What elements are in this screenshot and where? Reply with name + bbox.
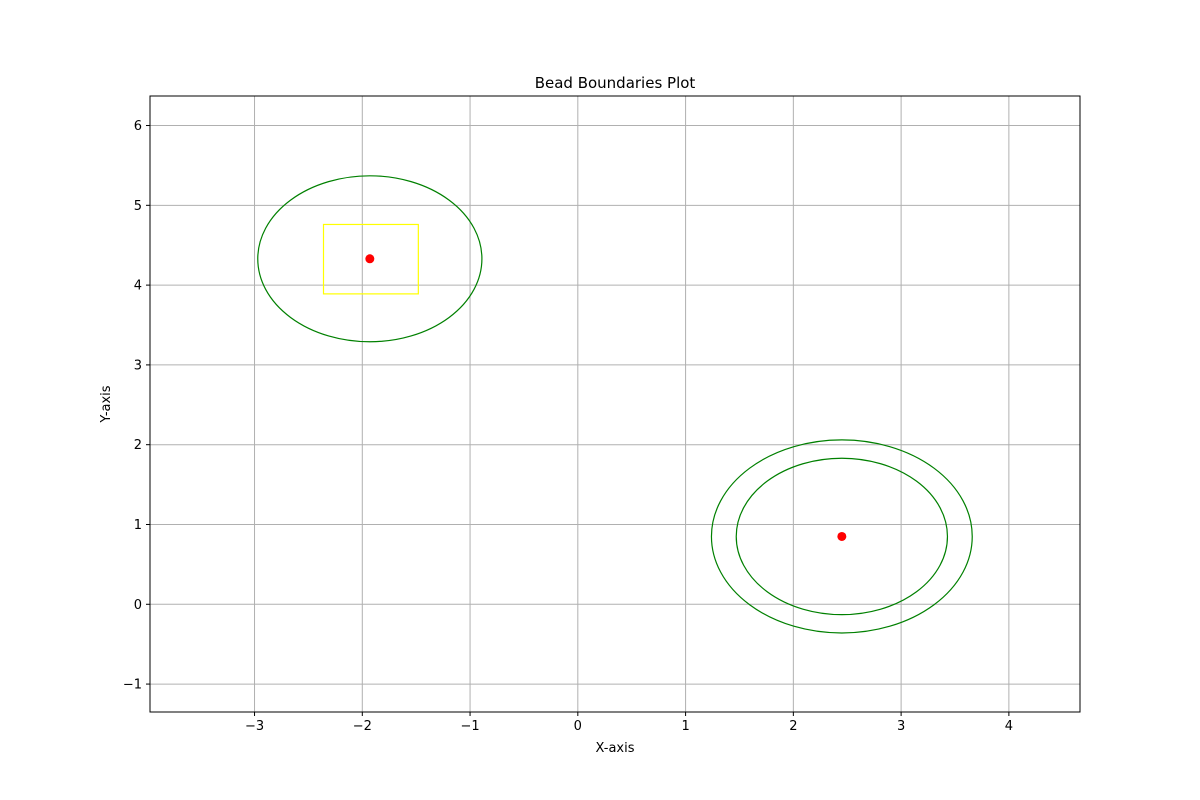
bead-center-point bbox=[837, 531, 847, 541]
bead-boundary-ellipse bbox=[735, 457, 949, 616]
y-axis-label: Y-axis bbox=[99, 385, 114, 423]
x-tick-label: −3 bbox=[245, 719, 264, 734]
bead-boundary-ellipse bbox=[257, 175, 483, 343]
y-tick-label: 6 bbox=[134, 119, 142, 134]
x-tick-label: 0 bbox=[574, 719, 582, 734]
x-tick-label: −1 bbox=[460, 719, 479, 734]
y-tick-label: 2 bbox=[134, 438, 142, 453]
bead-center-point bbox=[365, 254, 375, 264]
y-tick-label: 0 bbox=[134, 598, 142, 613]
plot-area bbox=[257, 175, 973, 634]
x-tick-label: −2 bbox=[353, 719, 372, 734]
y-tick-label: −1 bbox=[123, 678, 142, 693]
bead-boundary-ellipse bbox=[710, 439, 973, 634]
x-tick-label: 1 bbox=[681, 719, 689, 734]
plot-frame bbox=[149, 95, 1081, 713]
axis-ticks: −3 −2 −1 0 1 2 3 4 −1 0 1 2 3 4 5 6 bbox=[123, 119, 1013, 734]
y-tick-label: 5 bbox=[134, 199, 142, 214]
y-tick-label: 4 bbox=[134, 279, 142, 294]
y-tick-label: 1 bbox=[134, 518, 142, 533]
y-tick-label: 3 bbox=[134, 358, 142, 373]
x-tick-label: 3 bbox=[897, 719, 905, 734]
x-tick-label: 2 bbox=[789, 719, 797, 734]
chart-title: Bead Boundaries Plot bbox=[535, 74, 696, 92]
x-axis-label: X-axis bbox=[596, 741, 635, 756]
x-tick-label: 4 bbox=[1005, 719, 1013, 734]
grid bbox=[150, 96, 1080, 712]
bead-bounding-rectangle bbox=[322, 223, 419, 295]
